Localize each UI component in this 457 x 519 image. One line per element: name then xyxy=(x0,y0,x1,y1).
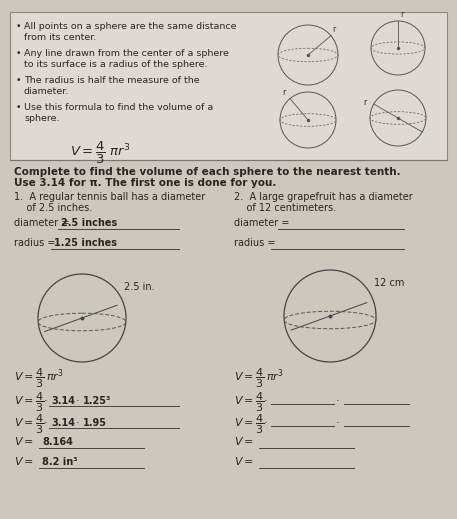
Text: $V = \dfrac{4}{3}$: $V = \dfrac{4}{3}$ xyxy=(14,367,44,390)
Text: Complete to find the volume of each sphere to the nearest tenth.: Complete to find the volume of each sphe… xyxy=(14,167,401,177)
Text: $\pi r^3$: $\pi r^3$ xyxy=(46,367,64,384)
Text: diameter =: diameter = xyxy=(14,218,73,228)
Text: r: r xyxy=(363,98,366,107)
Text: 1.25 inches: 1.25 inches xyxy=(54,238,117,248)
Text: The radius is half the measure of the
diameter.: The radius is half the measure of the di… xyxy=(24,76,200,97)
Text: $V = \dfrac{4}{3}$: $V = \dfrac{4}{3}$ xyxy=(234,413,264,436)
Text: 1.  A regular tennis ball has a diameter: 1. A regular tennis ball has a diameter xyxy=(14,192,205,202)
Text: 1.95: 1.95 xyxy=(83,418,107,428)
Text: ·: · xyxy=(76,396,80,406)
Text: 3.14: 3.14 xyxy=(51,396,75,406)
Text: r: r xyxy=(282,88,285,97)
Text: $V = \dfrac{4}{3}$: $V = \dfrac{4}{3}$ xyxy=(14,413,44,436)
Text: $V =$: $V =$ xyxy=(14,435,34,447)
Text: ·: · xyxy=(76,418,80,428)
Text: ·: · xyxy=(44,396,48,406)
FancyBboxPatch shape xyxy=(10,12,447,160)
Text: 8.164: 8.164 xyxy=(42,437,73,447)
Text: $V = \dfrac{4}{3}$: $V = \dfrac{4}{3}$ xyxy=(14,391,44,415)
Text: r: r xyxy=(332,25,335,34)
Text: of 12 centimeters.: of 12 centimeters. xyxy=(234,203,336,213)
Text: radius =: radius = xyxy=(14,238,58,248)
Text: •: • xyxy=(16,103,21,112)
Text: 2.  A large grapefruit has a diameter: 2. A large grapefruit has a diameter xyxy=(234,192,413,202)
Text: of 2.5 inches.: of 2.5 inches. xyxy=(14,203,92,213)
Text: ·: · xyxy=(264,396,268,406)
Text: $V = \dfrac{4}{3}$: $V = \dfrac{4}{3}$ xyxy=(234,391,264,415)
Text: r: r xyxy=(400,10,403,19)
Text: diameter =: diameter = xyxy=(234,218,292,228)
Text: •: • xyxy=(16,49,21,58)
Text: •: • xyxy=(16,22,21,31)
Text: ·: · xyxy=(336,396,340,406)
Text: ·: · xyxy=(336,418,340,428)
Text: 2.5 in.: 2.5 in. xyxy=(124,282,154,292)
Text: radius =: radius = xyxy=(234,238,279,248)
Text: 8.2 in³: 8.2 in³ xyxy=(42,457,78,467)
Text: 3.14: 3.14 xyxy=(51,418,75,428)
Text: Use 3.14 for π. The first one is done for you.: Use 3.14 for π. The first one is done fo… xyxy=(14,178,276,188)
Text: Any line drawn from the center of a sphere
to its surface is a radius of the sph: Any line drawn from the center of a sphe… xyxy=(24,49,229,70)
Text: $V =$: $V =$ xyxy=(234,435,254,447)
Text: All points on a sphere are the same distance
from its center.: All points on a sphere are the same dist… xyxy=(24,22,237,43)
Text: $V = \dfrac{4}{3}\ \pi r^3$: $V = \dfrac{4}{3}\ \pi r^3$ xyxy=(70,140,131,166)
Text: $\pi r^3$: $\pi r^3$ xyxy=(266,367,284,384)
Text: ·: · xyxy=(264,418,268,428)
Text: •: • xyxy=(16,76,21,85)
Text: $V =$: $V =$ xyxy=(14,455,34,467)
Text: 2.5 inches: 2.5 inches xyxy=(61,218,117,228)
Text: ·: · xyxy=(44,418,48,428)
Text: $V =$: $V =$ xyxy=(234,455,254,467)
Text: $V = \dfrac{4}{3}$: $V = \dfrac{4}{3}$ xyxy=(234,367,264,390)
Text: 12 cm: 12 cm xyxy=(374,278,404,288)
Text: Use this formula to find the volume of a
sphere.: Use this formula to find the volume of a… xyxy=(24,103,213,124)
Text: 1.25³: 1.25³ xyxy=(83,396,111,406)
